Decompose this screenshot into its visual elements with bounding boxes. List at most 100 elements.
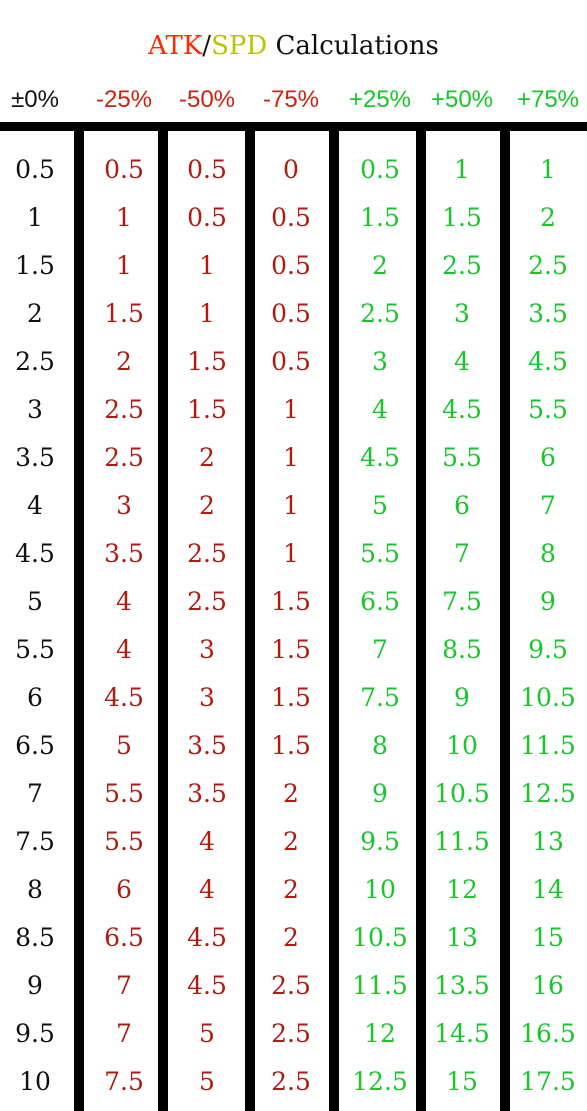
- table-cell: 3.5: [104, 539, 144, 568]
- table-cell: 5: [372, 491, 388, 520]
- table-cell: 3.5: [15, 443, 55, 472]
- table-cell: 1: [283, 491, 299, 520]
- table-cell: 7: [454, 539, 470, 568]
- table-cell: 0.5: [187, 203, 227, 232]
- table-cell: 10: [19, 1067, 51, 1096]
- table-cell: 3: [199, 635, 215, 664]
- table-cell: 6: [454, 491, 470, 520]
- table-cell: 0.5: [271, 251, 311, 280]
- table-cell: 2: [199, 443, 215, 472]
- table-cell: 9: [372, 779, 388, 808]
- title-rest: Calculations: [267, 31, 439, 61]
- table-cell: 3.5: [187, 779, 227, 808]
- table-cell: 2: [283, 875, 299, 904]
- table-cell: 2.5: [360, 299, 400, 328]
- table-cell: 1.5: [271, 587, 311, 616]
- table-cell: 15: [446, 1067, 478, 1096]
- table-cell: 15: [532, 923, 564, 952]
- table-cell: 1.5: [104, 299, 144, 328]
- table-cell: 8: [372, 731, 388, 760]
- table-cell: 9.5: [360, 827, 400, 856]
- table-cell: 4.5: [528, 347, 568, 376]
- table-cell: 13.5: [434, 971, 490, 1000]
- table-cell: 2.5: [271, 1067, 311, 1096]
- table-cell: 8: [27, 875, 43, 904]
- table-cell: 2: [283, 923, 299, 952]
- table-cell: 3: [454, 299, 470, 328]
- table-cell: 1: [27, 203, 43, 232]
- table-cell: 5.5: [15, 635, 55, 664]
- table-cell: 4.5: [442, 395, 482, 424]
- table-cell: 10.5: [434, 779, 490, 808]
- column-header: -75%: [262, 86, 320, 113]
- table-cell: 3: [199, 683, 215, 712]
- table-cell: 5.5: [104, 827, 144, 856]
- table-cell: 5.5: [442, 443, 482, 472]
- table-cell: 4: [454, 347, 470, 376]
- table-cell: 8.5: [442, 635, 482, 664]
- table-cell: 4.5: [360, 443, 400, 472]
- table-cell: 2.5: [271, 971, 311, 1000]
- table-cell: 7.5: [104, 1067, 144, 1096]
- table-cell: 1.5: [360, 203, 400, 232]
- table-cell: 3: [116, 491, 132, 520]
- table-cell: 3.5: [528, 299, 568, 328]
- table-cell: 12.5: [352, 1067, 408, 1096]
- table-cell: 2.5: [104, 443, 144, 472]
- title-spd: SPD: [211, 31, 268, 61]
- table-cell: 3: [372, 347, 388, 376]
- table-cell: 2: [283, 827, 299, 856]
- column-divider-3: [245, 122, 255, 1111]
- table-cell: 5.5: [360, 539, 400, 568]
- table-cell: 1.5: [187, 347, 227, 376]
- table-cell: 2.5: [187, 587, 227, 616]
- table-cell: 6.5: [360, 587, 400, 616]
- table-cell: 2.5: [528, 251, 568, 280]
- table-cell: 2: [199, 491, 215, 520]
- table-cell: 4: [116, 587, 132, 616]
- table-cell: 0.5: [187, 155, 227, 184]
- table-cell: 1: [283, 539, 299, 568]
- table-cell: 6.5: [15, 731, 55, 760]
- column-header: ±0%: [11, 86, 59, 113]
- table-cell: 2: [116, 347, 132, 376]
- table-cell: 1: [283, 395, 299, 424]
- table-cell: 3: [27, 395, 43, 424]
- table-cell: 12.5: [520, 779, 576, 808]
- table-cell: 14: [532, 875, 564, 904]
- table-cell: 1.5: [442, 203, 482, 232]
- table-cell: 2: [540, 203, 556, 232]
- table-cell: 14.5: [434, 1019, 490, 1048]
- column-divider-6: [500, 122, 510, 1111]
- table-cell: 10.5: [352, 923, 408, 952]
- table-cell: 9: [540, 587, 556, 616]
- table-cell: 1: [199, 251, 215, 280]
- table-cell: 5: [199, 1019, 215, 1048]
- table-cell: 1.5: [271, 683, 311, 712]
- table-cell: 11.5: [434, 827, 490, 856]
- table-cell: 7: [540, 491, 556, 520]
- column-divider-4: [329, 122, 339, 1111]
- table-cell: 12: [364, 1019, 396, 1048]
- table-cell: 11.5: [520, 731, 576, 760]
- table-cell: 7.5: [360, 683, 400, 712]
- table-cell: 1: [454, 155, 470, 184]
- table-cell: 0: [283, 155, 299, 184]
- table-cell: 9: [454, 683, 470, 712]
- column-header: +25%: [348, 86, 412, 113]
- table-cell: 7: [27, 779, 43, 808]
- table-cell: 3.5: [187, 731, 227, 760]
- table-cell: 7.5: [15, 827, 55, 856]
- table-cell: 7.5: [442, 587, 482, 616]
- table-cell: 2.5: [15, 347, 55, 376]
- table-cell: 1: [116, 203, 132, 232]
- title-atk: ATK: [148, 31, 203, 61]
- column-divider-1: [74, 122, 84, 1111]
- table-cell: 0.5: [360, 155, 400, 184]
- table-cell: 4: [199, 827, 215, 856]
- table-cell: 7: [116, 971, 132, 1000]
- title-slash: /: [202, 31, 212, 61]
- table-cell: 9: [27, 971, 43, 1000]
- table-cell: 5.5: [528, 395, 568, 424]
- table-cell: 4.5: [104, 683, 144, 712]
